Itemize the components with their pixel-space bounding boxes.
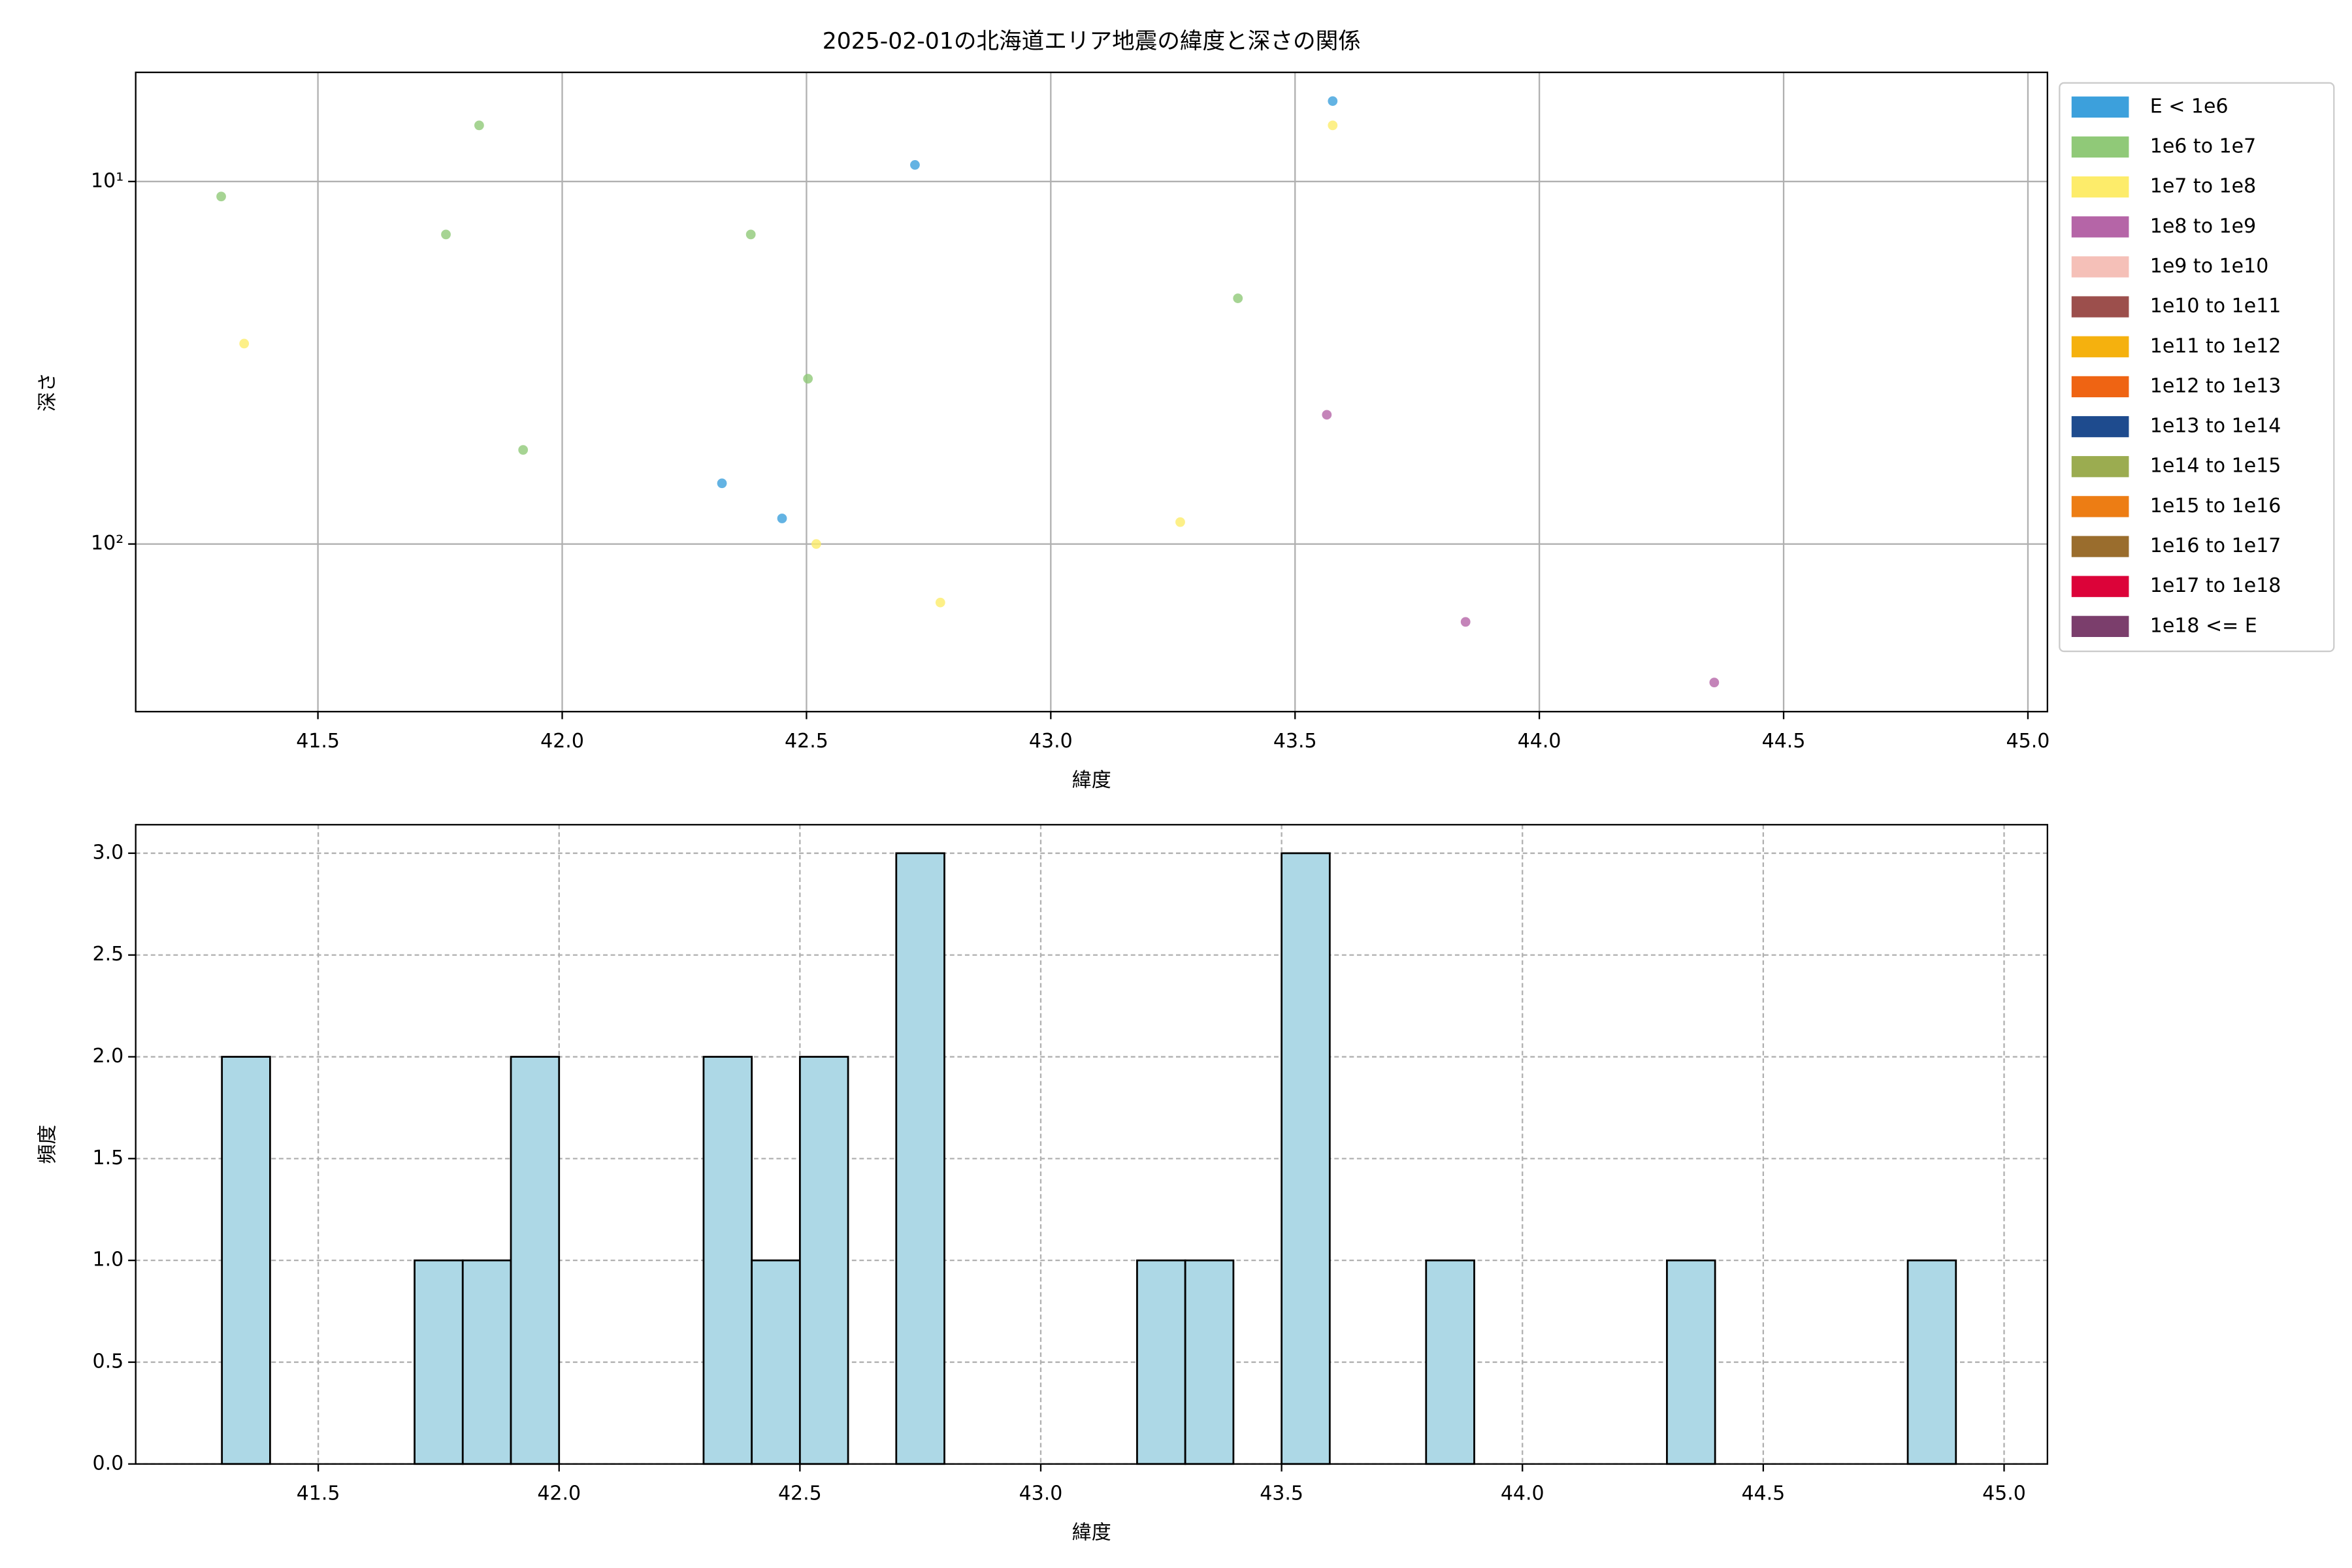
legend-swatch xyxy=(2071,176,2129,198)
legend-label: 1e17 to 1e18 xyxy=(2150,574,2281,597)
x-tick-label: 45.0 xyxy=(1982,1482,2026,1505)
legend-swatch xyxy=(2071,296,2129,318)
bar xyxy=(895,852,945,1465)
legend-label: 1e18 <= E xyxy=(2150,614,2257,637)
x-tick-label: 42.0 xyxy=(540,730,584,753)
point xyxy=(717,478,727,489)
point xyxy=(1328,96,1338,106)
bar xyxy=(221,1056,271,1465)
y-tick-label: 2.0 xyxy=(93,1045,124,1068)
x-tick-label: 45.0 xyxy=(2006,730,2050,753)
legend-label: 1e10 to 1e11 xyxy=(2150,295,2281,318)
bar xyxy=(1425,1259,1475,1465)
y-tick-label: 0.0 xyxy=(93,1452,124,1475)
legend-label: 1e13 to 1e14 xyxy=(2150,415,2281,438)
bar xyxy=(1184,1259,1235,1465)
point xyxy=(216,191,226,202)
legend-label: 1e14 to 1e15 xyxy=(2150,455,2281,478)
point xyxy=(777,514,787,523)
legend-swatch xyxy=(2071,615,2129,637)
legend-label: 1e12 to 1e13 xyxy=(2150,374,2281,397)
legend-label: 1e16 to 1e17 xyxy=(2150,534,2281,557)
legend-label: 1e7 to 1e8 xyxy=(2150,175,2256,198)
x-tick-label: 41.5 xyxy=(296,730,340,753)
x-tick-label: 42.5 xyxy=(778,1482,822,1505)
point xyxy=(1175,517,1185,527)
legend-label: E < 1e6 xyxy=(2150,95,2229,118)
bar xyxy=(510,1056,561,1465)
bar xyxy=(461,1259,512,1465)
point xyxy=(1233,293,1243,303)
x-tick-label: 43.0 xyxy=(1029,730,1073,753)
y-tick-label: 1.0 xyxy=(93,1249,124,1271)
bar xyxy=(1666,1259,1716,1465)
legend-swatch xyxy=(2071,496,2129,517)
point xyxy=(474,120,484,131)
legend-swatch xyxy=(2071,456,2129,478)
point xyxy=(910,160,920,170)
axes-frame xyxy=(135,71,2048,713)
point xyxy=(441,229,451,240)
x-tick-label: 43.0 xyxy=(1019,1482,1063,1505)
point xyxy=(745,229,756,240)
x-axis-label: 緯度 xyxy=(1072,769,1111,792)
point xyxy=(1322,410,1332,420)
y-axis-label: 頻度 xyxy=(36,1125,59,1164)
y-tick-label: 1.5 xyxy=(93,1147,124,1169)
x-axis-label: 緯度 xyxy=(1072,1521,1111,1544)
point xyxy=(518,445,529,455)
legend-swatch xyxy=(2071,416,2129,438)
y-axis-label: 深さ xyxy=(36,372,59,412)
y-tick-label: 2.5 xyxy=(93,943,124,966)
point xyxy=(935,597,945,608)
legend-label: 1e15 to 1e16 xyxy=(2150,495,2281,517)
legend-label: 1e9 to 1e10 xyxy=(2150,255,2269,278)
x-tick-label: 41.5 xyxy=(297,1482,340,1505)
legend-swatch xyxy=(2071,536,2129,557)
legend-label: 1e6 to 1e7 xyxy=(2150,135,2256,158)
x-tick-label: 44.0 xyxy=(1501,1482,1544,1505)
x-tick-label: 44.0 xyxy=(1518,730,1561,753)
point xyxy=(1460,617,1471,627)
legend-swatch xyxy=(2071,216,2129,238)
point xyxy=(811,539,821,549)
legend-label: 1e11 to 1e12 xyxy=(2150,335,2281,357)
bar xyxy=(1136,1259,1186,1465)
point xyxy=(803,374,813,384)
y-tick-label: 10² xyxy=(91,532,123,555)
legend-label: 1e8 to 1e9 xyxy=(2150,215,2256,238)
legend-swatch xyxy=(2071,96,2129,118)
legend-swatch xyxy=(2071,376,2129,398)
bar xyxy=(751,1259,801,1465)
x-tick-label: 43.5 xyxy=(1273,730,1317,753)
point xyxy=(1709,678,1720,688)
x-tick-label: 44.5 xyxy=(1762,730,1806,753)
bar xyxy=(1281,852,1331,1465)
legend-box xyxy=(2059,82,2335,653)
point xyxy=(239,338,250,349)
legend-swatch xyxy=(2071,136,2129,158)
legend-swatch xyxy=(2071,576,2129,597)
point xyxy=(1328,120,1338,131)
x-tick-label: 42.0 xyxy=(537,1482,581,1505)
bar xyxy=(702,1056,753,1465)
legend-swatch xyxy=(2071,336,2129,357)
y-tick-label: 0.5 xyxy=(93,1350,124,1373)
y-tick-label: 10¹ xyxy=(91,169,123,192)
bar xyxy=(798,1056,849,1465)
axes-frame xyxy=(135,824,2048,1465)
x-tick-label: 43.5 xyxy=(1260,1482,1303,1505)
chart-title: 2025-02-01の北海道エリア地震の緯度と深さの関係 xyxy=(823,29,1361,55)
x-tick-label: 44.5 xyxy=(1741,1482,1785,1505)
bar xyxy=(414,1259,464,1465)
bar xyxy=(1906,1259,1957,1465)
legend-swatch xyxy=(2071,256,2129,278)
x-tick-label: 42.5 xyxy=(785,730,828,753)
y-tick-label: 3.0 xyxy=(93,841,124,864)
